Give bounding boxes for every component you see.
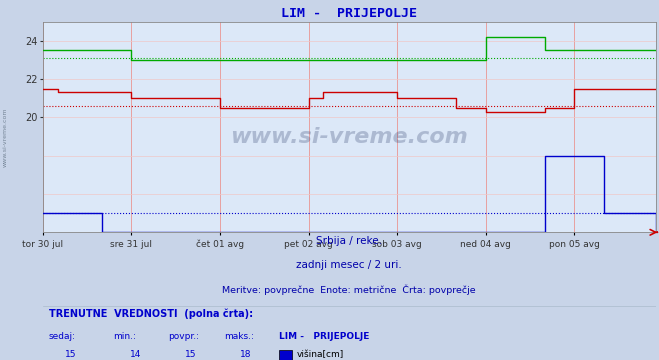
Text: LIM -   PRIJEPOLJE: LIM - PRIJEPOLJE — [279, 332, 369, 341]
Text: 18: 18 — [240, 350, 251, 359]
Text: 15: 15 — [185, 350, 196, 359]
Text: min.:: min.: — [113, 332, 136, 341]
Text: Meritve: povprečne  Enote: metrične  Črta: povprečje: Meritve: povprečne Enote: metrične Črta:… — [223, 285, 476, 295]
Text: Srbija / reke.: Srbija / reke. — [316, 236, 382, 246]
Text: povpr.:: povpr.: — [169, 332, 200, 341]
Text: www.si-vreme.com: www.si-vreme.com — [3, 107, 8, 167]
Text: sedaj:: sedaj: — [49, 332, 76, 341]
Text: zadnji mesec / 2 uri.: zadnji mesec / 2 uri. — [297, 260, 402, 270]
Text: maks.:: maks.: — [223, 332, 254, 341]
Title: LIM -  PRIJEPOLJE: LIM - PRIJEPOLJE — [281, 8, 417, 21]
Text: www.si-vreme.com: www.si-vreme.com — [231, 127, 468, 148]
Text: 15: 15 — [65, 350, 76, 359]
FancyBboxPatch shape — [279, 350, 293, 360]
Text: višina[cm]: višina[cm] — [297, 350, 345, 359]
Text: TRENUTNE  VREDNOSTI  (polna črta):: TRENUTNE VREDNOSTI (polna črta): — [49, 309, 253, 319]
Text: 14: 14 — [130, 350, 141, 359]
